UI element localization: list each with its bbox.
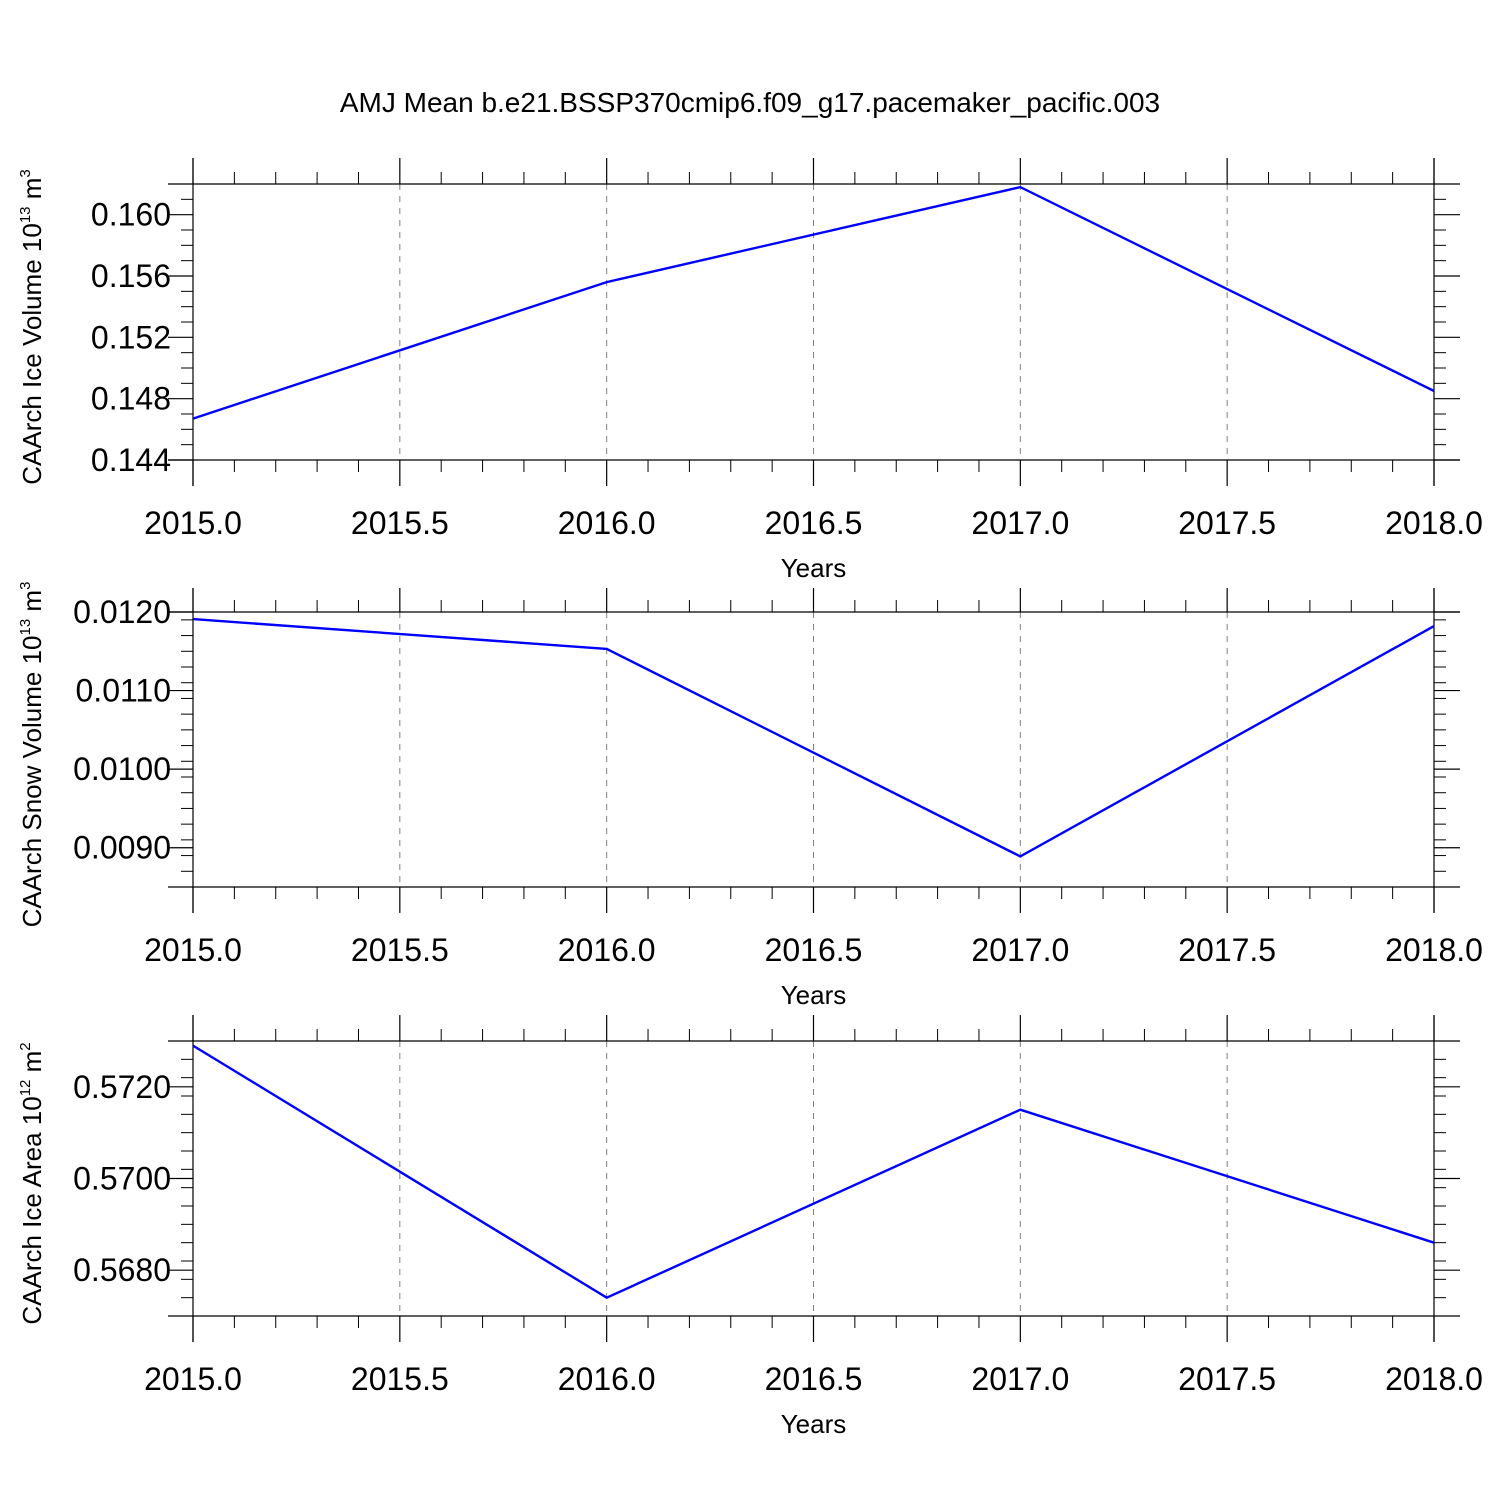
y-tick-label: 0.5720: [73, 1069, 171, 1105]
x-tick-label: 2017.5: [1178, 1361, 1276, 1397]
series-line: [192, 617, 1435, 858]
x-tick-label: 2015.0: [144, 1361, 242, 1397]
y-tick-label: 0.152: [91, 319, 171, 355]
y-tick-label: 0.5700: [73, 1161, 171, 1197]
x-axis-label: Years: [781, 980, 847, 1010]
x-tick-label: 2015.0: [144, 932, 242, 968]
x-tick-label: 2016.0: [558, 1361, 656, 1397]
x-tick-label: 2018.0: [1385, 1361, 1483, 1397]
chart-panel-1: 2015.0 2015.5 2016.0 2016.5 2017.0 2017.5 2018…: [17, 158, 1483, 583]
y-tick-label: 0.156: [91, 258, 171, 294]
x-tick-label: 2015.5: [351, 1361, 449, 1397]
x-axis-label: Years: [781, 1409, 847, 1439]
x-tick-label: 2015.5: [351, 932, 449, 968]
x-tick-label: 2015.0: [144, 505, 242, 541]
x-tick-label: 2016.5: [765, 505, 863, 541]
x-tick-label: 2017.0: [971, 1361, 1069, 1397]
y-tick-label: 0.144: [91, 442, 171, 478]
x-tick-label: 2015.5: [351, 505, 449, 541]
x-tick-label: 2017.5: [1178, 932, 1276, 968]
x-tick-label: 2016.5: [765, 1361, 863, 1397]
x-tick-label: 2016.0: [558, 505, 656, 541]
chart-panel-3: 2015.0 2015.5 2016.0 2016.5 2017.0 2017.5 2018…: [17, 1015, 1483, 1439]
series-line: [192, 185, 1435, 420]
y-tick-label: 0.160: [91, 197, 171, 233]
y-axis-label: CAArch Snow Volume 1013 m3: [17, 582, 47, 928]
y-tick-label: 0.0090: [73, 830, 171, 866]
panels: 2015.0 2015.5 2016.0 2016.5 2017.0 2017.5 2018…: [17, 158, 1483, 1439]
y-tick-label: 0.0100: [73, 751, 171, 787]
chart-panel-2: 2015.0 2015.5 2016.0 2016.5 2017.0 2017.5 2018…: [17, 582, 1483, 1010]
y-tick-label: 0.0110: [76, 673, 172, 709]
x-tick-label: 2017.5: [1178, 505, 1276, 541]
y-axis-label: CAArch Ice Volume 1013 m3: [17, 169, 47, 485]
y-tick-label: 0.5680: [73, 1252, 171, 1288]
x-tick-label: 2016.0: [558, 932, 656, 968]
x-tick-label: 2017.0: [971, 505, 1069, 541]
x-axis-label: Years: [781, 553, 847, 583]
y-tick-label: 0.148: [91, 381, 171, 417]
x-tick-label: 2016.5: [765, 932, 863, 968]
series-line: [192, 1044, 1435, 1300]
x-tick-label: 2018.0: [1385, 932, 1483, 968]
y-axis-label: CAArch Ice Area 1012 m2: [17, 1042, 47, 1324]
x-tick-label: 2018.0: [1385, 505, 1483, 541]
x-tick-label: 2017.0: [971, 932, 1069, 968]
y-tick-label: 0.0120: [73, 594, 171, 630]
figure-title: AMJ Mean b.e21.BSSP370cmip6.f09_g17.pace…: [340, 87, 1160, 118]
